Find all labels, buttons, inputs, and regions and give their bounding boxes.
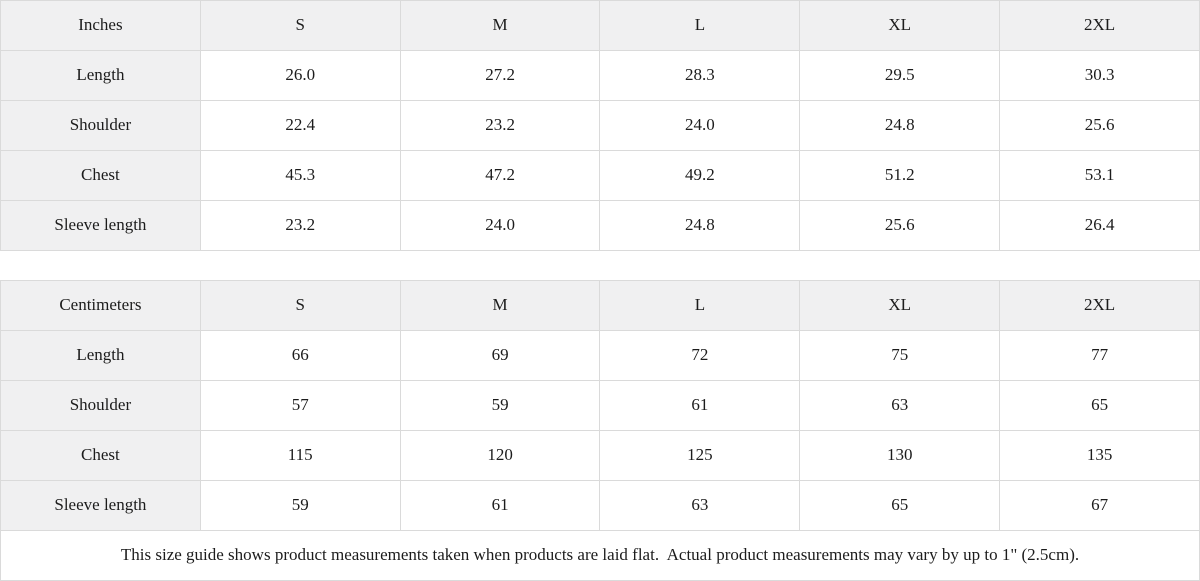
table-row: Length 26.0 27.2 28.3 29.5 30.3 bbox=[0, 50, 1200, 101]
measurement-cell: 69 bbox=[399, 330, 601, 381]
measurement-cell: 23.2 bbox=[399, 100, 601, 151]
measurement-cell: 59 bbox=[399, 380, 601, 431]
table-row: Chest 45.3 47.2 49.2 51.2 53.1 bbox=[0, 150, 1200, 201]
measurement-cell: 47.2 bbox=[399, 150, 601, 201]
size-guide-table-inches: Inches S M L XL 2XL Length 26.0 27.2 28.… bbox=[0, 0, 1200, 251]
size-header-cell: 2XL bbox=[999, 280, 1200, 331]
measurement-cell: 130 bbox=[799, 430, 1001, 481]
measurement-cell: 57 bbox=[199, 380, 401, 431]
row-label-cell: Chest bbox=[0, 150, 201, 201]
measurement-cell: 27.2 bbox=[399, 50, 601, 101]
measurement-cell: 65 bbox=[799, 480, 1001, 531]
row-label-cell: Length bbox=[0, 330, 201, 381]
measurement-cell: 63 bbox=[799, 380, 1001, 431]
size-header-cell: L bbox=[599, 280, 801, 331]
measurement-cell: 115 bbox=[199, 430, 401, 481]
measurement-cell: 77 bbox=[999, 330, 1200, 381]
measurement-cell: 75 bbox=[799, 330, 1001, 381]
measurement-cell: 28.3 bbox=[599, 50, 801, 101]
measurement-cell: 66 bbox=[199, 330, 401, 381]
measurement-cell: 26.0 bbox=[199, 50, 401, 101]
measurement-cell: 120 bbox=[399, 430, 601, 481]
size-header-cell: L bbox=[599, 0, 801, 51]
measurement-cell: 53.1 bbox=[999, 150, 1200, 201]
measurement-cell: 61 bbox=[399, 480, 601, 531]
size-header-cell: XL bbox=[799, 280, 1001, 331]
row-label-cell: Chest bbox=[0, 430, 201, 481]
measurement-cell: 29.5 bbox=[799, 50, 1001, 101]
unit-header-cell: Inches bbox=[0, 0, 201, 51]
size-header-cell: M bbox=[399, 280, 601, 331]
measurement-cell: 25.6 bbox=[999, 100, 1200, 151]
size-header-cell: S bbox=[199, 280, 401, 331]
measurement-cell: 65 bbox=[999, 380, 1200, 431]
row-label-cell: Sleeve length bbox=[0, 480, 201, 531]
row-label-cell: Length bbox=[0, 50, 201, 101]
unit-header-cell: Centimeters bbox=[0, 280, 201, 331]
size-header-cell: M bbox=[399, 0, 601, 51]
table-row: Shoulder 57 59 61 63 65 bbox=[0, 380, 1200, 431]
measurement-cell: 45.3 bbox=[199, 150, 401, 201]
measurement-cell: 49.2 bbox=[599, 150, 801, 201]
size-guide-table-centimeters: Centimeters S M L XL 2XL Length 66 69 72… bbox=[0, 280, 1200, 581]
measurement-cell: 61 bbox=[599, 380, 801, 431]
header-row: Centimeters S M L XL 2XL bbox=[0, 280, 1200, 331]
size-header-cell: XL bbox=[799, 0, 1001, 51]
measurement-cell: 67 bbox=[999, 480, 1200, 531]
measurement-cell: 25.6 bbox=[799, 200, 1001, 251]
measurement-cell: 30.3 bbox=[999, 50, 1200, 101]
footer-row: This size guide shows product measuremen… bbox=[0, 530, 1200, 581]
measurement-cell: 135 bbox=[999, 430, 1200, 481]
measurement-cell: 51.2 bbox=[799, 150, 1001, 201]
measurement-cell: 23.2 bbox=[199, 200, 401, 251]
table-row: Shoulder 22.4 23.2 24.0 24.8 25.6 bbox=[0, 100, 1200, 151]
row-label-cell: Sleeve length bbox=[0, 200, 201, 251]
measurement-cell: 26.4 bbox=[999, 200, 1200, 251]
measurement-cell: 63 bbox=[599, 480, 801, 531]
measurement-cell: 24.8 bbox=[599, 200, 801, 251]
footer-note: This size guide shows product measuremen… bbox=[0, 530, 1200, 581]
measurement-cell: 24.8 bbox=[799, 100, 1001, 151]
measurement-cell: 24.0 bbox=[399, 200, 601, 251]
size-header-cell: S bbox=[199, 0, 401, 51]
measurement-cell: 24.0 bbox=[599, 100, 801, 151]
table-row: Sleeve length 59 61 63 65 67 bbox=[0, 480, 1200, 531]
measurement-cell: 22.4 bbox=[199, 100, 401, 151]
row-label-cell: Shoulder bbox=[0, 380, 201, 431]
header-row: Inches S M L XL 2XL bbox=[0, 0, 1200, 51]
measurement-cell: 125 bbox=[599, 430, 801, 481]
table-row: Length 66 69 72 75 77 bbox=[0, 330, 1200, 381]
row-label-cell: Shoulder bbox=[0, 100, 201, 151]
size-header-cell: 2XL bbox=[999, 0, 1200, 51]
measurement-cell: 72 bbox=[599, 330, 801, 381]
table-spacer bbox=[0, 251, 1200, 280]
table-row: Chest 115 120 125 130 135 bbox=[0, 430, 1200, 481]
table-row: Sleeve length 23.2 24.0 24.8 25.6 26.4 bbox=[0, 200, 1200, 251]
measurement-cell: 59 bbox=[199, 480, 401, 531]
